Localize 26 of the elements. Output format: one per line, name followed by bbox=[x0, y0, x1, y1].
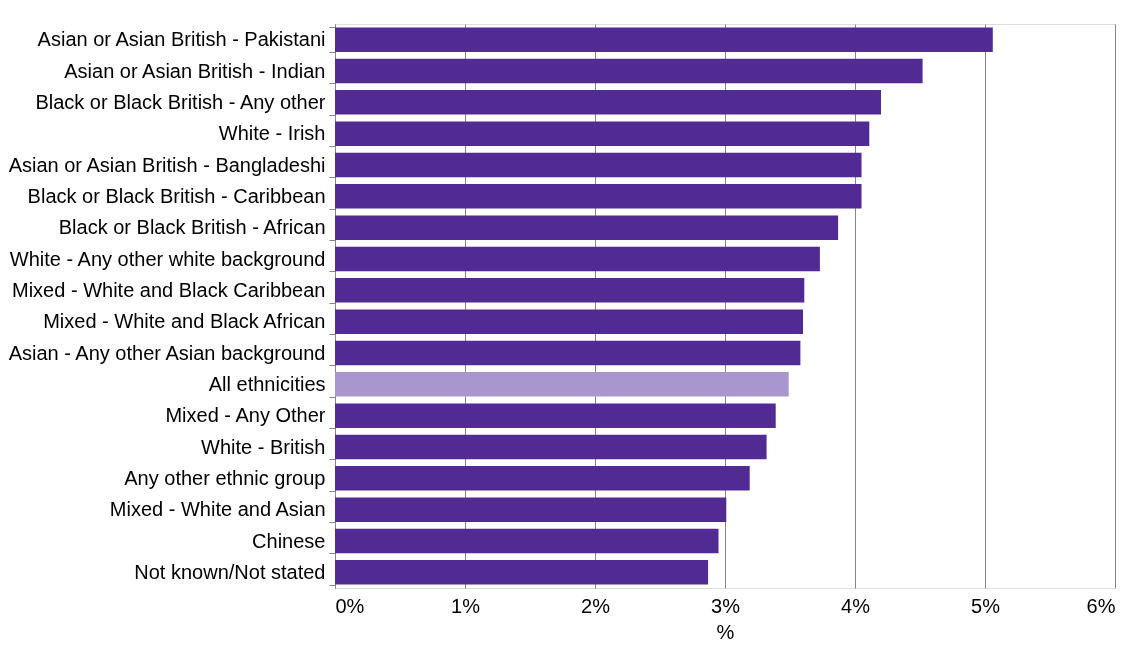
y-tick-label: Mixed - White and Black Caribbean bbox=[12, 278, 326, 301]
x-tick-label: 6% bbox=[1086, 594, 1116, 617]
y-tick-label: Black or Black British - African bbox=[58, 216, 326, 239]
y-tick-label: Chinese bbox=[252, 529, 326, 552]
y-tick-label: Asian - Any other Asian background bbox=[8, 341, 326, 364]
y-tick-label: Mixed - Any Other bbox=[165, 404, 326, 427]
y-tick-label: White - Irish bbox=[218, 122, 326, 145]
y-tick-label: Any other ethnic group bbox=[124, 466, 326, 489]
y-tick-label: White - British bbox=[201, 435, 326, 458]
x-tick-label: 1% bbox=[451, 594, 481, 617]
y-tick-label: Not known/Not stated bbox=[134, 560, 326, 583]
y-tick-label: Asian or Asian British - Bangladeshi bbox=[8, 153, 326, 176]
x-axis-title: % bbox=[716, 620, 735, 643]
x-tick-label: 0% bbox=[335, 594, 365, 617]
y-tick-label: Asian or Asian British - Indian bbox=[64, 59, 326, 82]
y-tick-label: Asian or Asian British - Pakistani bbox=[37, 28, 326, 51]
x-tick-label: 5% bbox=[971, 594, 1001, 617]
y-tick-label: Black or Black British - Caribbean bbox=[27, 184, 326, 207]
x-tick-label: 3% bbox=[711, 594, 741, 617]
y-tick-label: Black or Black British - Any other bbox=[35, 90, 326, 113]
y-tick-label: Mixed - White and Asian bbox=[109, 498, 326, 521]
y-tick-label: Mixed - White and Black African bbox=[43, 310, 326, 333]
x-tick-label: 2% bbox=[581, 594, 611, 617]
y-tick-label: White - Any other white background bbox=[9, 247, 326, 270]
y-tick-label: All ethnicities bbox=[208, 372, 326, 395]
x-tick-label: 4% bbox=[841, 594, 871, 617]
